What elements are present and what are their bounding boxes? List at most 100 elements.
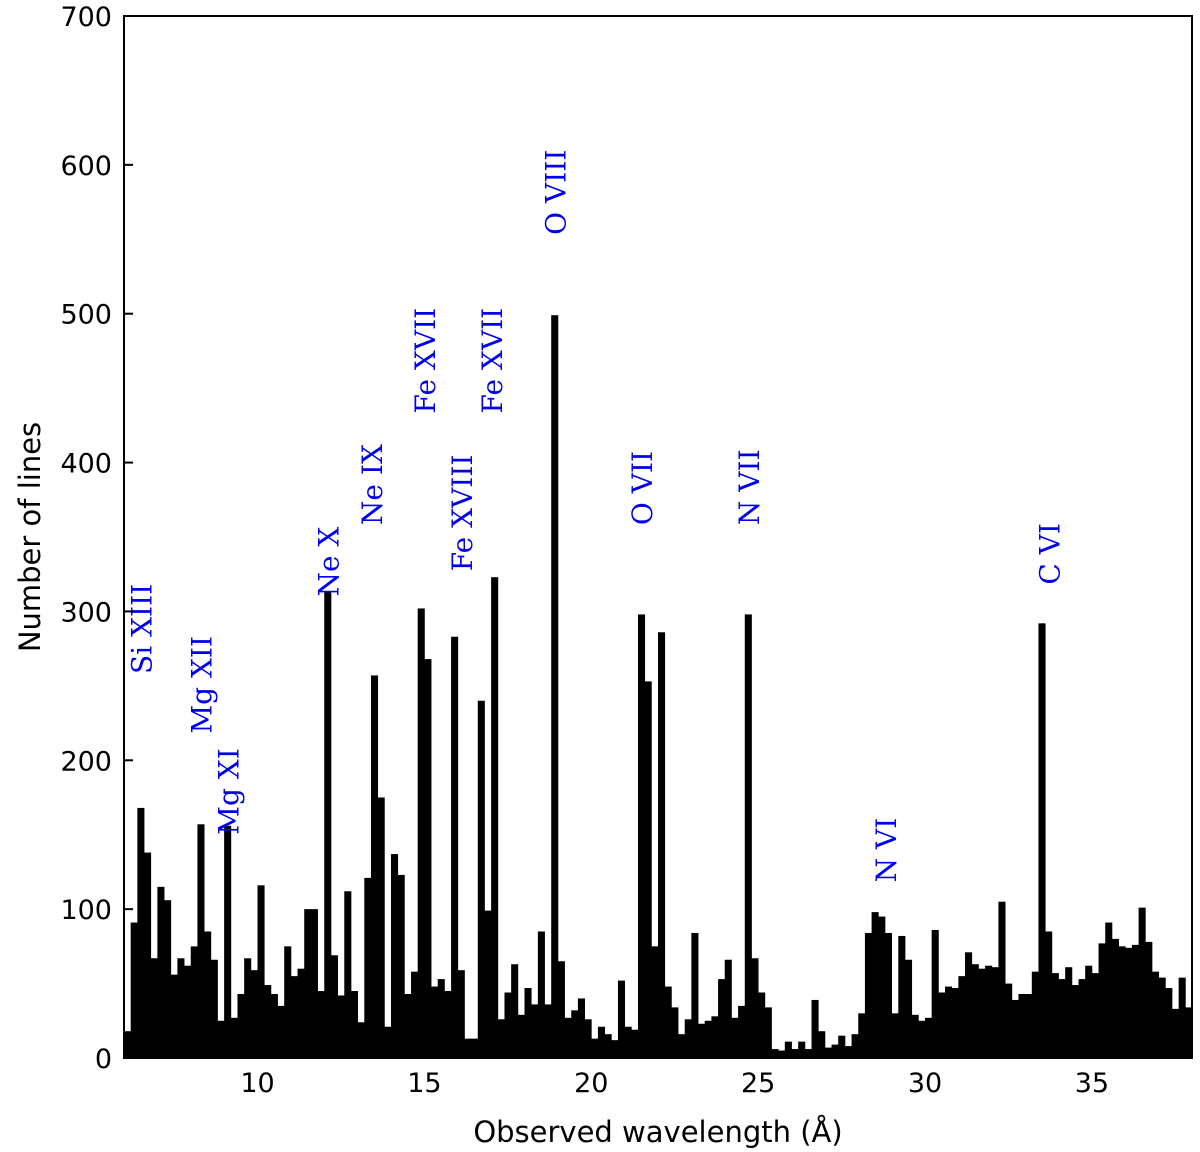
histogram-bar [1065,967,1073,1058]
histogram-bar [150,958,158,1058]
histogram-bar [678,1034,686,1058]
histogram-bar [884,932,893,1058]
ion-label: N VII [733,449,766,525]
histogram-bar [998,901,1006,1058]
histogram-bar [1105,922,1113,1058]
histogram-bar [711,1016,719,1058]
histogram-bar [864,932,872,1058]
histogram-bar [931,929,939,1058]
histogram-bar [217,1020,225,1058]
histogram-bar [904,959,913,1058]
histogram-bar [310,909,318,1058]
histogram-bar [891,1013,899,1058]
histogram-bar [1091,973,1099,1058]
histogram-bar [304,909,312,1058]
histogram-bar [337,995,345,1058]
histogram-bar [497,1019,505,1058]
histogram-bar [871,912,879,1058]
y-tick-label: 200 [60,746,112,777]
x-tick-label: 10 [240,1068,274,1099]
histogram-bar [1018,993,1026,1058]
histogram-bar [971,964,979,1058]
histogram-bar [684,1019,692,1058]
histogram-bar [1098,943,1106,1058]
histogram-bar [731,1017,739,1058]
ion-label: Fe XVII [409,308,442,414]
histogram-bar [411,971,419,1058]
histogram-bar [297,968,305,1058]
histogram-bar [444,991,452,1058]
histogram-bar [477,700,485,1058]
histogram-bar [404,993,412,1058]
ion-label: Ne IX [356,444,389,525]
histogram-bar [851,1034,859,1058]
histogram-bar [364,877,372,1058]
histogram-bar [965,952,973,1058]
plot-frame [123,15,1193,1059]
histogram-bar [604,1034,612,1058]
histogram-bar [571,1010,579,1058]
histogram-bar [270,993,278,1058]
histogram-bar [370,675,379,1058]
histogram-bar [397,874,405,1058]
histogram-bar [911,1014,919,1058]
histogram-bar [951,988,959,1058]
histogram-bar [1111,938,1119,1058]
histogram-bar [1158,977,1166,1058]
histogram-bar [290,976,298,1058]
histogram-bar [811,999,819,1058]
x-axis-label: Observed wavelength (Å) [473,1115,842,1149]
histogram-bar [985,965,993,1058]
histogram-bar [511,964,519,1058]
histogram-bar [1125,947,1133,1058]
x-tick-label: 20 [574,1068,608,1099]
histogram-bar [1131,944,1139,1058]
histogram-bar [324,592,332,1058]
histogram-bar [718,979,726,1058]
histogram-bar [244,958,252,1058]
histogram-bar [184,965,192,1058]
histogram-bar [224,825,232,1058]
histogram-bar [544,1004,552,1058]
y-tick-label: 300 [60,597,112,628]
histogram-bar [424,659,432,1058]
histogram-bar [858,1013,866,1058]
histogram-bar [658,632,666,1058]
ion-label: Ne X [312,527,345,597]
histogram-bar [157,886,165,1058]
ion-label: Fe XVIII [446,455,479,572]
histogram-bar [611,1040,619,1058]
x-tick-label: 15 [407,1068,441,1099]
histogram-bar [124,1031,132,1058]
histogram-bar [584,1019,592,1058]
ion-label: O VII [626,451,659,525]
tick-group: 10 15 20 25 30 35 0 100 200 300 400 500 600 700 [60,2,1109,1099]
histogram-bar [170,974,178,1058]
histogram-bar [437,979,445,1058]
histogram-bar [137,807,145,1058]
histogram-bar [464,1038,472,1058]
histogram-bar [197,824,205,1058]
histogram-bar [504,992,512,1058]
histogram-bar [130,922,138,1058]
histogram-bar [330,955,338,1058]
histogram-bar [210,959,218,1058]
histogram-bar [925,1017,933,1058]
histogram-bar [557,961,565,1058]
histogram-bar [784,1041,792,1058]
histogram-bar [317,991,325,1058]
y-tick-label: 500 [60,300,112,331]
histogram-bar [537,931,545,1058]
y-tick-label: 100 [60,895,112,926]
histogram-bar [417,608,425,1058]
x-tick-label: 30 [908,1068,942,1099]
histogram-bar [237,993,245,1058]
ion-label: C VI [1033,523,1066,585]
histogram-bar [471,1038,479,1058]
histogram-bar [230,1017,238,1058]
histogram-bar [744,614,752,1058]
histogram-bar [1178,977,1186,1058]
y-tick-label: 400 [60,449,112,480]
histogram-bar [564,1017,572,1058]
